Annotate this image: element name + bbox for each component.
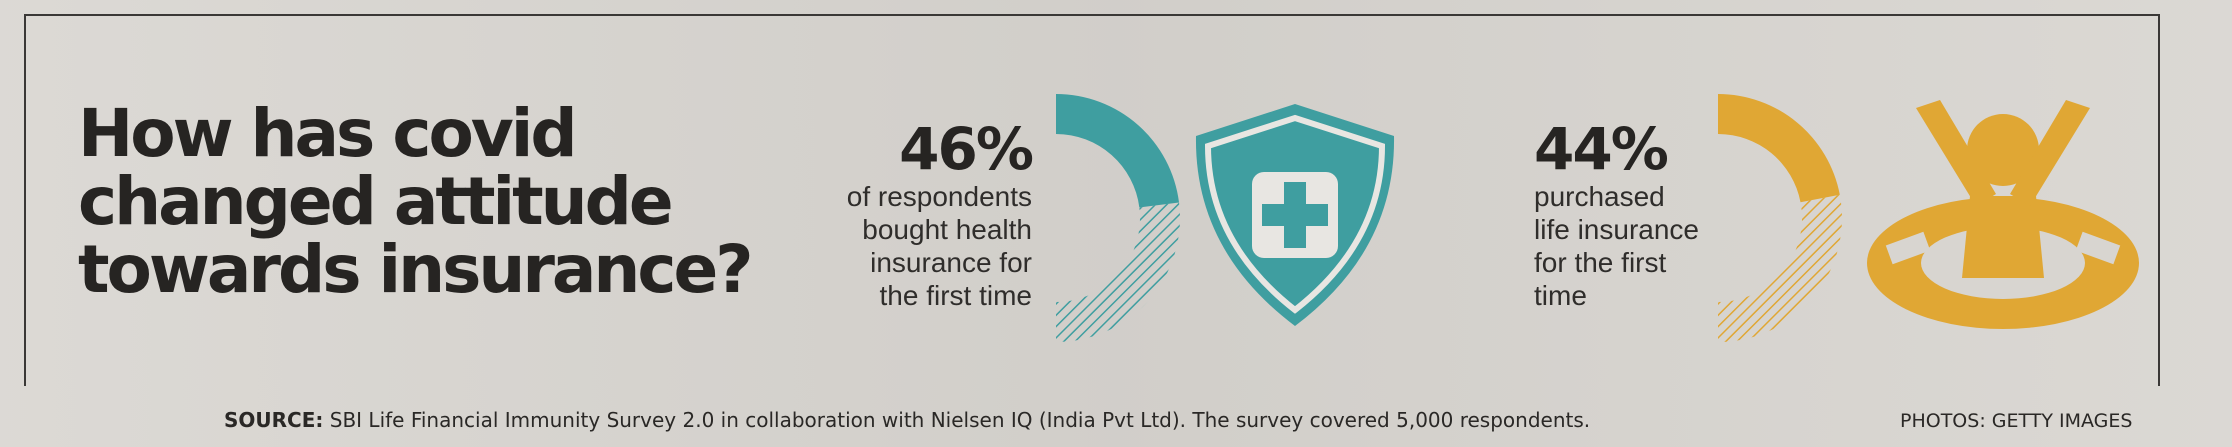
source-label: SOURCE:: [224, 408, 324, 432]
stat-desc-line: time: [1534, 280, 1587, 311]
stat-description: purchased life insurance for the first t…: [1534, 180, 1734, 312]
stat-desc-line: bought health: [862, 214, 1032, 245]
stat-desc-line: for the first: [1534, 247, 1667, 278]
top-rule: [24, 14, 2160, 16]
photo-credit: PHOTOS: GETTY IMAGES: [1900, 410, 2133, 432]
headline-line-1: How has covid: [78, 95, 578, 172]
stat-description: of respondents bought health insurance f…: [800, 180, 1032, 312]
right-rule: [2158, 14, 2160, 386]
percent-arc-health: [1056, 94, 1180, 342]
stat-desc-line: purchased: [1534, 181, 1665, 212]
arc-remaining: [1056, 202, 1180, 342]
stat-percent: 46%: [899, 115, 1034, 183]
headline: How has covid changed attitude towards i…: [78, 100, 798, 304]
stat-percent: 44%: [1534, 115, 1669, 183]
stat-life-insurance: 44% purchased life insurance for the fir…: [1534, 118, 1734, 312]
arc-filled: [1056, 94, 1180, 208]
arc-filled: [1718, 94, 1840, 203]
life-ring-person-icon: [1867, 100, 2139, 329]
percent-arc-life: [1718, 94, 1842, 342]
left-rule: [24, 14, 26, 386]
stat-desc-line: of respondents: [846, 181, 1032, 212]
health-shield-icon: [1195, 104, 1395, 326]
stat-desc-line: life insurance: [1534, 214, 1699, 245]
stat-health-insurance: 46% of respondents bought health insuran…: [800, 115, 1034, 312]
stat-desc-line: the first time: [879, 280, 1032, 311]
source-text: SBI Life Financial Immunity Survey 2.0 i…: [323, 408, 1591, 432]
headline-line-2: changed attitude: [78, 163, 674, 240]
source-note: SOURCE: SBI Life Financial Immunity Surv…: [224, 407, 2184, 433]
stat-desc-line: insurance for: [870, 247, 1032, 278]
arc-remaining: [1718, 194, 1842, 342]
headline-line-3: towards insurance?: [78, 231, 754, 308]
